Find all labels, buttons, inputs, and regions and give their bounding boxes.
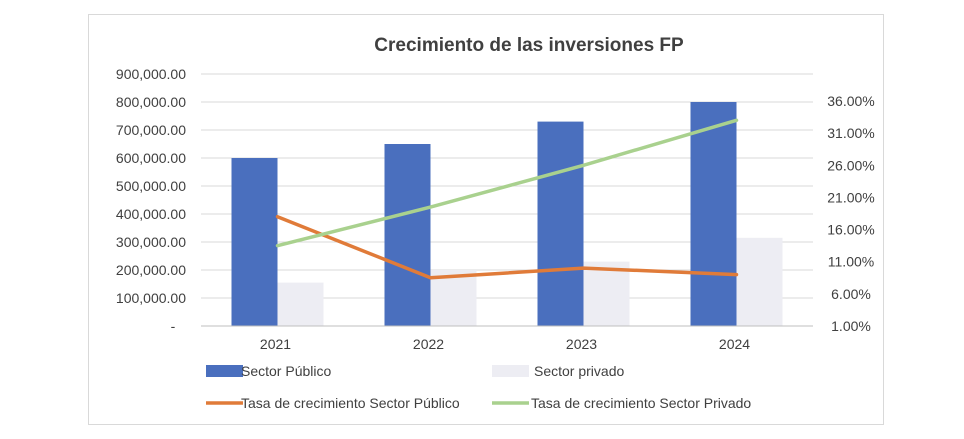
bar: [231, 158, 278, 326]
axes: - 100,000.00 200,000.00 300,000.00 400,000.0…: [116, 66, 875, 352]
y-left-tick-label: 300,000.00: [116, 234, 186, 250]
legend-label: Sector privado: [534, 363, 624, 379]
y-left-tick-label: 200,000.00: [116, 262, 186, 278]
bar: [583, 261, 630, 326]
y-left-tick-label: 400,000.00: [116, 206, 186, 222]
y-left-tick-label: -: [171, 318, 176, 334]
legend-label: Tasa de crecimiento Sector Público: [241, 395, 460, 411]
legend-label: Sector Público: [241, 363, 331, 379]
bar: [537, 121, 584, 326]
bar: [430, 270, 477, 326]
legend-swatch: [206, 365, 243, 377]
legend-label: Tasa de crecimiento Sector Privado: [531, 395, 751, 411]
x-tick-label: 2022: [413, 336, 444, 352]
y-right-tick-label: 31.00%: [827, 125, 874, 141]
lines: [275, 118, 739, 280]
bar: [384, 144, 431, 326]
y-left-tick-label: 100,000.00: [116, 290, 186, 306]
chart-title: Crecimiento de las inversiones FP: [374, 35, 684, 56]
y-left-tick-label: 500,000.00: [116, 178, 186, 194]
y-left-tick-label: 700,000.00: [116, 122, 186, 138]
bar: [736, 237, 783, 326]
legend: Sector Público Sector privado Tasa de crec…: [206, 363, 751, 411]
y-right-tick-label: 26.00%: [827, 157, 874, 173]
series-line: [275, 214, 739, 280]
y-left-tick-label: 800,000.00: [116, 94, 186, 110]
x-tick-label: 2023: [566, 336, 597, 352]
y-right-tick-label: 11.00%: [828, 254, 874, 270]
y-right-tick-label: 36.00%: [827, 93, 874, 109]
y-right-tick-label: 1.00%: [831, 318, 871, 334]
y-right-tick-label: 16.00%: [827, 222, 874, 238]
y-right-tick-label: 21.00%: [827, 189, 874, 205]
y-left-tick-label: 600,000.00: [116, 150, 186, 166]
chart-frame: Crecimiento de las inversiones FP - 100,0…: [88, 14, 884, 425]
y-right-tick-label: 6.00%: [831, 286, 871, 302]
x-tick-label: 2024: [719, 336, 750, 352]
series-line: [275, 118, 739, 248]
y-left-tick-label: 900,000.00: [116, 66, 186, 82]
legend-swatch: [492, 365, 529, 377]
bar: [277, 282, 324, 326]
chart: Crecimiento de las inversiones FP - 100,0…: [116, 35, 875, 411]
bar: [690, 102, 737, 326]
x-tick-label: 2021: [260, 336, 291, 352]
bars: [231, 102, 783, 326]
